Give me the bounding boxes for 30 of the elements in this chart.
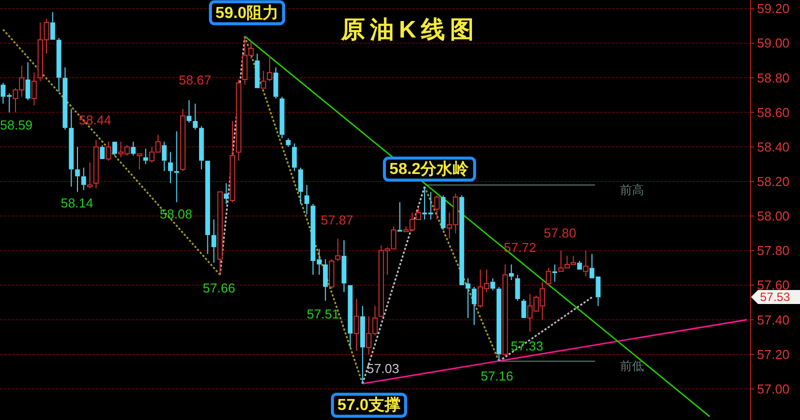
annotation: 58.59 xyxy=(0,118,33,132)
y-tick-label: 57.00 xyxy=(757,381,790,396)
y-tick-label: 57.80 xyxy=(757,243,790,258)
y-tick-label: 58.60 xyxy=(757,104,790,120)
annotation: 57.16 xyxy=(480,368,514,384)
annotation: 58.08 xyxy=(160,206,192,222)
y-tick-label: 58.20 xyxy=(757,174,790,189)
y-tick-label: 59.20 xyxy=(757,1,790,16)
annotation: 57.80 xyxy=(544,226,576,240)
ref-line-label: 前低 xyxy=(620,359,644,374)
y-tick-label: 57.20 xyxy=(757,346,790,362)
y-tick-label: 58.00 xyxy=(757,208,790,224)
y-tick-label: 57.40 xyxy=(757,312,790,328)
y-tick-label: 58.40 xyxy=(757,139,790,154)
annotation: 58.2分水岭 xyxy=(389,160,470,178)
annotation: 57.51 xyxy=(306,306,340,322)
annotation: 58.14 xyxy=(60,196,94,210)
annotation: 57.03 xyxy=(366,361,400,376)
ref-line-label: 前高 xyxy=(620,182,644,197)
annotation: 57.66 xyxy=(202,280,236,296)
annotation: 57.87 xyxy=(320,212,354,228)
annotation: 58.44 xyxy=(78,112,112,128)
annotation: 59.0阻力 xyxy=(215,4,279,22)
y-tick-label: 59.00 xyxy=(757,36,790,51)
y-tick-label: 57.60 xyxy=(757,278,790,293)
annotation: 58.67 xyxy=(178,72,212,88)
text: 原油K线图 xyxy=(340,16,480,44)
annotation: 57.72 xyxy=(504,240,536,255)
y-tick-label: 58.80 xyxy=(757,70,790,86)
annotation: 57.0支撑 xyxy=(337,396,401,414)
